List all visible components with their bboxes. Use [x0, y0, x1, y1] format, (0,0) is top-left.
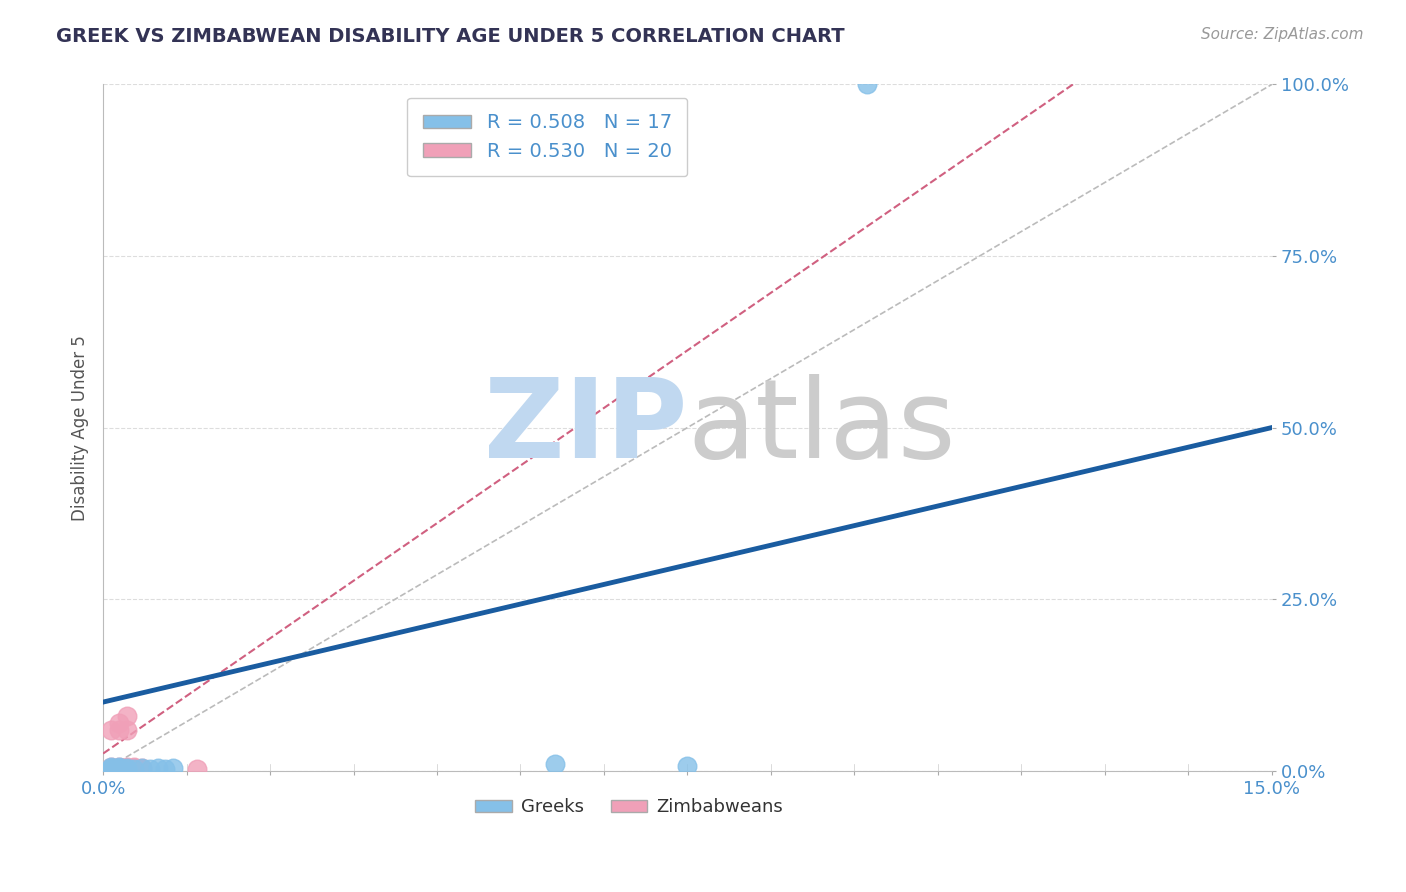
Point — [115, 708, 138, 723]
Point — [107, 723, 129, 737]
Point — [100, 762, 122, 776]
Point — [131, 762, 153, 776]
Point — [186, 762, 208, 776]
Point — [124, 762, 146, 776]
Legend: Greeks, Zimbabweans: Greeks, Zimbabweans — [468, 791, 790, 823]
Text: Source: ZipAtlas.com: Source: ZipAtlas.com — [1201, 27, 1364, 42]
Point — [100, 761, 122, 775]
Point — [676, 759, 699, 773]
Point — [124, 761, 146, 775]
Point — [107, 761, 129, 775]
Point — [131, 761, 153, 775]
Point — [155, 762, 177, 776]
Point — [115, 761, 138, 775]
Point — [107, 762, 129, 776]
Point — [107, 715, 129, 730]
Point — [544, 756, 567, 771]
Point — [115, 762, 138, 776]
Point — [107, 762, 129, 776]
Text: atlas: atlas — [688, 374, 956, 481]
Point — [115, 761, 138, 775]
Point — [124, 762, 146, 776]
Point — [124, 760, 146, 774]
Text: ZIP: ZIP — [484, 374, 688, 481]
Text: GREEK VS ZIMBABWEAN DISABILITY AGE UNDER 5 CORRELATION CHART: GREEK VS ZIMBABWEAN DISABILITY AGE UNDER… — [56, 27, 845, 45]
Point — [100, 761, 122, 775]
Point — [115, 760, 138, 774]
Point — [100, 762, 122, 776]
Point — [107, 760, 129, 774]
Point — [146, 761, 169, 775]
Y-axis label: Disability Age Under 5: Disability Age Under 5 — [72, 334, 89, 521]
Point — [162, 761, 184, 775]
Point — [131, 761, 153, 775]
Point — [107, 761, 129, 775]
Point — [100, 723, 122, 737]
Point — [139, 762, 162, 776]
Point — [107, 760, 129, 774]
Point — [855, 78, 877, 92]
Point — [100, 760, 122, 774]
Point — [115, 762, 138, 776]
Point — [115, 723, 138, 737]
Point — [100, 760, 122, 774]
